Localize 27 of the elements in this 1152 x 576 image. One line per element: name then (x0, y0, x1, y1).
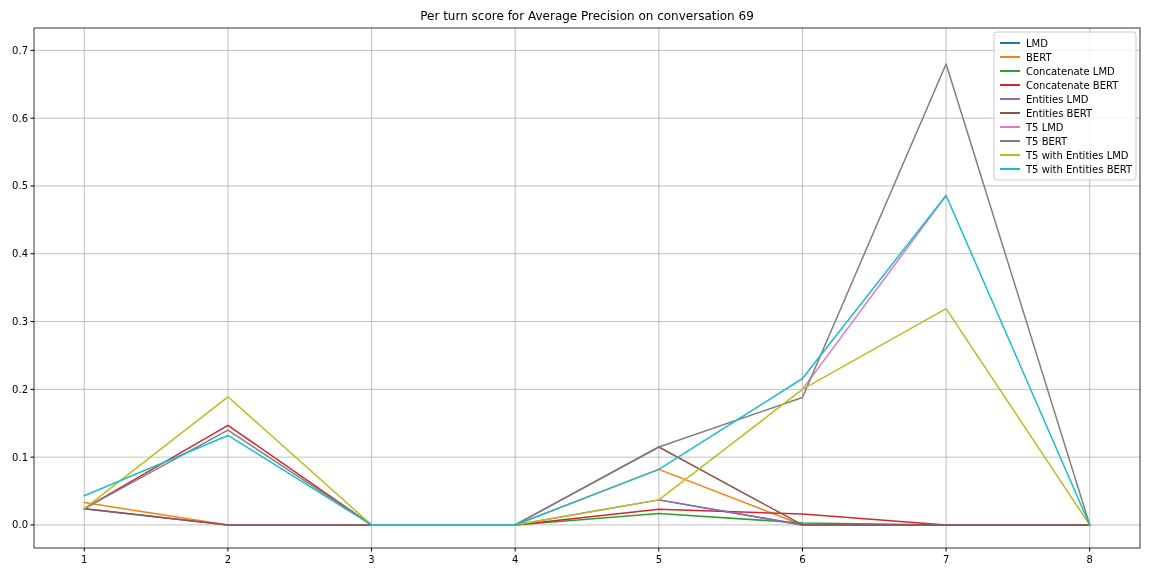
x-tick-label: 8 (1086, 554, 1093, 565)
y-tick-label: 0.0 (12, 519, 28, 531)
x-tick-label: 1 (81, 554, 88, 565)
legend-label: T5 BERT (1025, 135, 1069, 147)
legend-label: Entities LMD (1026, 93, 1089, 105)
y-tick-label: 0.7 (12, 44, 28, 56)
legend-label: Entities BERT (1026, 107, 1093, 119)
legend-label: Concatenate LMD (1026, 65, 1116, 77)
y-tick-label: 0.2 (12, 383, 28, 395)
y-tick-label: 0.6 (12, 112, 28, 124)
x-tick-label: 5 (655, 554, 663, 565)
legend-label: T5 with Entities LMD (1025, 149, 1129, 161)
x-tick-label: 6 (799, 554, 806, 565)
y-tick-label: 0.1 (12, 451, 28, 463)
x-tick-label: 7 (942, 554, 950, 565)
legend-label: BERT (1026, 51, 1053, 63)
chart-title: Per turn score for Average Precision on conversation 69 (420, 9, 754, 23)
y-tick-label: 0.3 (12, 316, 28, 328)
x-tick-label: 2 (224, 554, 232, 565)
y-tick-label: 0.5 (12, 180, 28, 192)
legend-label: T5 with Entities BERT (1025, 163, 1134, 175)
x-tick-label: 4 (511, 554, 519, 565)
legend-label: LMD (1026, 37, 1049, 49)
legend-label: T5 LMD (1025, 121, 1064, 133)
legend-label: Concatenate BERT (1026, 79, 1120, 91)
x-tick-label: 3 (368, 554, 375, 565)
y-tick-label: 0.4 (12, 248, 28, 260)
